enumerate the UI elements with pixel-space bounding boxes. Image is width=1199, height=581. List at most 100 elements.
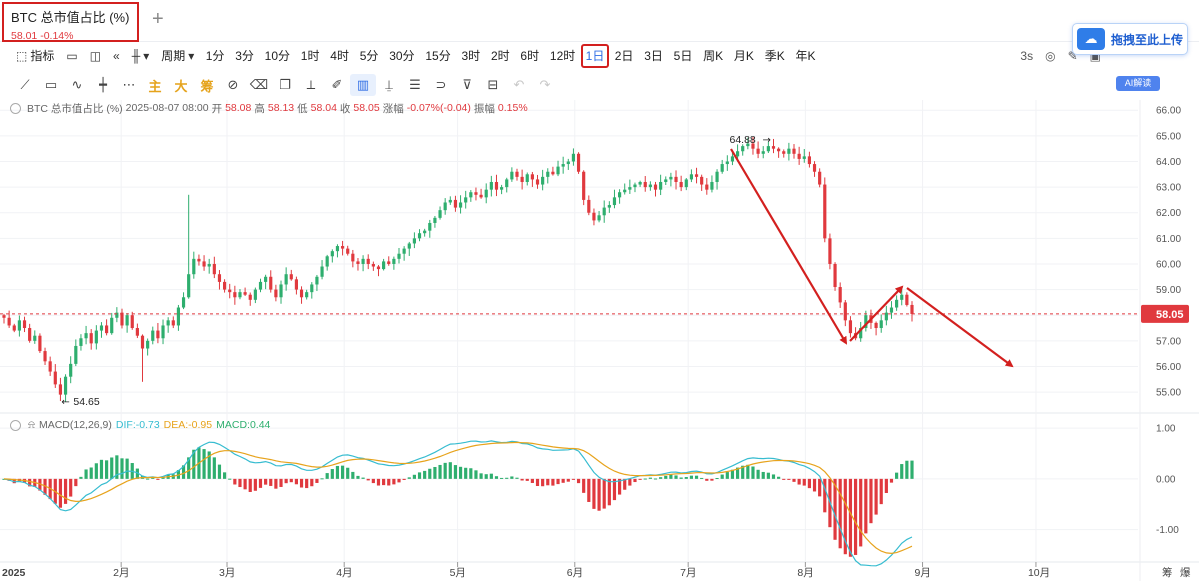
horizontal-line-icon[interactable]: ┿ (99, 77, 107, 92)
candle-body (79, 338, 83, 346)
period-4[interactable]: 4时 (330, 49, 349, 63)
period-19[interactable]: 年K (795, 49, 816, 63)
period-18[interactable]: 季K (764, 49, 785, 63)
candle-body (541, 176, 545, 185)
cycle-dropdown[interactable]: 周期 ▾ (155, 44, 200, 68)
macd-bar (664, 475, 668, 479)
macd-bar (500, 477, 504, 479)
wave-icon[interactable]: ∿ (71, 77, 83, 92)
magnet-icon[interactable]: ⊃ (435, 77, 447, 92)
x-label: 10月 (1028, 567, 1050, 579)
layout-button[interactable]: ▭ (60, 44, 83, 68)
gauge-icon[interactable]: ⊘ (227, 77, 239, 92)
replay-button[interactable]: « (107, 44, 126, 68)
open-value: 58.08 (225, 102, 252, 114)
period-7[interactable]: 15分 (425, 49, 451, 63)
period-11[interactable]: 12时 (549, 49, 576, 63)
macd-bar (120, 458, 124, 479)
macd-bar (79, 476, 83, 479)
macd-bar (910, 460, 914, 479)
chips-button[interactable]: 筹 (200, 78, 214, 94)
period-12[interactable]: 1日 (580, 44, 610, 68)
macd-bar (146, 478, 150, 480)
candle-body (684, 179, 688, 188)
macd-bar (823, 478, 827, 513)
candle-body (674, 176, 678, 182)
refresh-interval[interactable]: 3s (1020, 49, 1034, 63)
note-icon[interactable]: ☰ (409, 77, 421, 92)
period-9[interactable]: 2时 (490, 49, 510, 63)
add-tab-button[interactable]: + (152, 8, 164, 30)
measure-icon[interactable]: ⟂ (306, 77, 316, 92)
indicator-button[interactable]: ⬚ 指标 (10, 44, 60, 68)
chevron-down-icon: ▾ (143, 49, 150, 63)
dea-value: DEA:-0.95 (163, 419, 213, 431)
bell-icon[interactable]: ⍾ (28, 418, 35, 431)
collapse-icon[interactable] (10, 102, 21, 114)
candle-body (253, 289, 257, 300)
period-2[interactable]: 10分 (264, 49, 291, 63)
more-icon[interactable]: ⋯ (122, 77, 136, 92)
macd-bar (351, 471, 355, 479)
period-3[interactable]: 1时 (300, 49, 320, 63)
chart-type-button[interactable]: ╫ ▾ (126, 44, 156, 68)
macd-bar (623, 478, 627, 490)
macd-bar (279, 478, 283, 487)
big-chip-button[interactable]: 大 (174, 78, 188, 94)
undo-icon[interactable]: ↶ (513, 77, 525, 92)
copy-icon[interactable]: ❐ (279, 77, 291, 92)
brush-icon[interactable]: ✐ (331, 77, 343, 92)
trash-icon[interactable]: ⊟ (487, 77, 499, 92)
macd-value: MACD:0.44 (216, 419, 271, 431)
split-button[interactable]: ◫ (84, 44, 107, 68)
camera-icon[interactable]: ◎ (1045, 49, 1056, 63)
macd-bar (484, 474, 488, 479)
tab-btc-dominance[interactable]: BTC 总市值占比 (%) 58.01 -0.14% (2, 2, 139, 42)
macd-bar (258, 478, 263, 488)
ai-interpret-button[interactable]: AI解读 (1116, 76, 1160, 91)
candle-bars-icon[interactable]: ▥ (350, 74, 376, 96)
period-16[interactable]: 周K (703, 49, 724, 63)
price-tick-label: 59.00 (1156, 285, 1181, 296)
macd-bar (843, 478, 847, 555)
period-0[interactable]: 1分 (205, 49, 225, 63)
rectangle-icon[interactable]: ▭ (44, 77, 58, 92)
macd-bar (376, 478, 381, 486)
period-8[interactable]: 3时 (461, 49, 481, 63)
upload-drop-zone[interactable]: ☁ 拖拽至此上传 (1072, 23, 1188, 55)
window-icon[interactable]: ▣ (1089, 49, 1101, 63)
candle-body (387, 261, 391, 264)
macd-bar (879, 478, 883, 505)
candle-body (592, 212, 596, 221)
tab-quote: 58.01 -0.14% (11, 30, 74, 42)
collapse-icon[interactable] (10, 419, 21, 431)
anchor-icon[interactable]: ⍊ (385, 77, 393, 92)
macd-histogram (2, 447, 914, 557)
change-label: 涨幅 (382, 102, 404, 115)
ruler-icon[interactable]: ⟋ (20, 77, 30, 92)
redo-icon[interactable]: ↷ (539, 77, 551, 92)
macd-bar (792, 478, 796, 482)
period-5[interactable]: 5分 (359, 49, 379, 63)
period-13[interactable]: 2日 (614, 49, 634, 63)
period-14[interactable]: 3日 (644, 49, 663, 63)
period-17[interactable]: 月K (733, 49, 754, 63)
macd-bar (453, 465, 458, 479)
x-label: 9月 (915, 567, 931, 579)
period-1[interactable]: 3分 (235, 49, 254, 63)
period-6[interactable]: 30分 (389, 49, 415, 63)
candle-body (258, 281, 263, 290)
pen-icon[interactable]: ✎ (1067, 49, 1078, 63)
macd-bar (556, 478, 560, 485)
candle-body (151, 330, 155, 341)
filter-icon[interactable]: ⊽ (462, 77, 472, 92)
eraser-icon[interactable]: ⌫ (249, 77, 269, 92)
period-10[interactable]: 6时 (520, 49, 540, 63)
macd-bar (238, 478, 242, 488)
main-chip-button[interactable]: 主 (148, 78, 162, 94)
period-15[interactable]: 5日 (673, 49, 693, 63)
macd-bar (735, 467, 740, 479)
candle-body (494, 181, 499, 190)
macd-bar (366, 478, 370, 481)
